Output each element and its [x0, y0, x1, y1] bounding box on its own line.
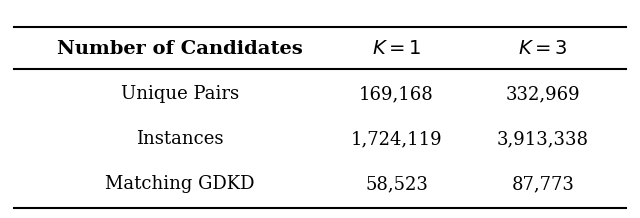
Text: 87,773: 87,773	[511, 175, 575, 193]
Text: 3,913,338: 3,913,338	[497, 130, 589, 148]
Text: 169,168: 169,168	[359, 85, 434, 103]
Text: Number of Candidates: Number of Candidates	[57, 40, 303, 58]
Text: 1,724,119: 1,724,119	[351, 130, 442, 148]
Text: Matching GDKD: Matching GDKD	[105, 175, 255, 193]
Text: 332,969: 332,969	[506, 85, 580, 103]
Text: $K = 3$: $K = 3$	[518, 39, 568, 58]
Text: 58,523: 58,523	[365, 175, 428, 193]
Text: $K = 1$: $K = 1$	[372, 39, 421, 58]
Text: Instances: Instances	[136, 130, 223, 148]
Text: Unique Pairs: Unique Pairs	[121, 85, 239, 103]
